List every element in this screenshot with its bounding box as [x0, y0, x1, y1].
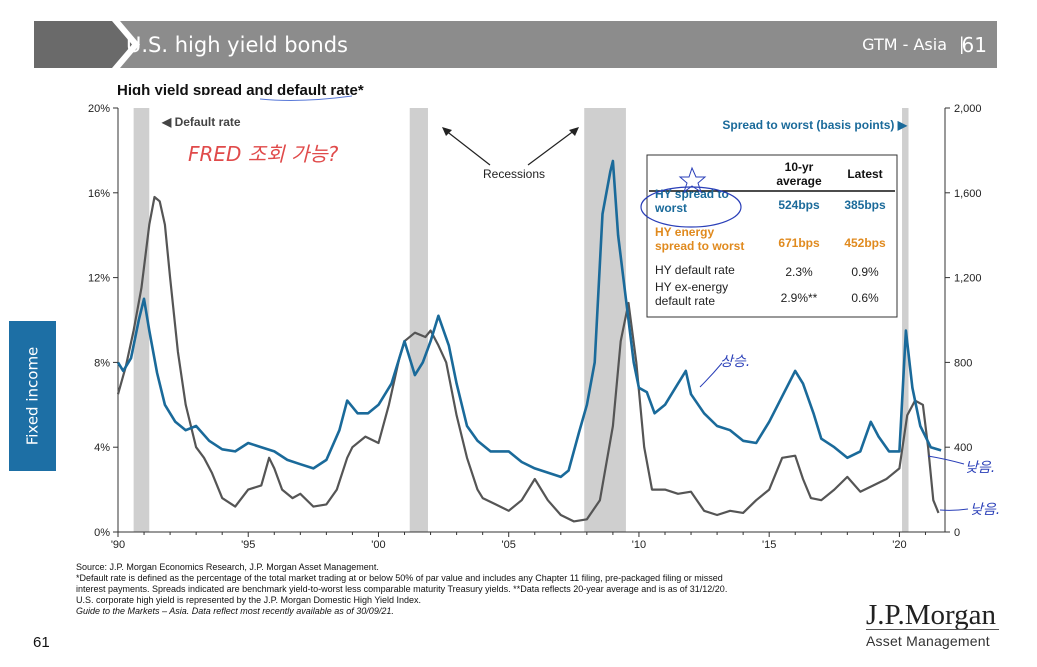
x-tick-label: '20 [892, 539, 906, 551]
table-row-avg: 524bps [778, 198, 820, 212]
recessions-arrow-right [527, 129, 576, 166]
table-row-latest: 452bps [844, 236, 886, 250]
recession-band [133, 108, 150, 532]
spread-label: Spread to worst (basis points) ▶ [722, 118, 907, 132]
source-line: Source: J.P. Morgan Economics Research, … [76, 562, 379, 572]
handwritten-note: 상승. [720, 354, 750, 370]
y-left-tick-label: 4% [94, 442, 110, 454]
table-row-avg: 2.3% [785, 265, 813, 279]
x-tick-label: '00 [371, 539, 385, 551]
table-row-avg: 2.9%** [781, 291, 818, 305]
stats-table [646, 154, 898, 318]
source-notes: Source: J.P. Morgan Economics Research, … [76, 562, 856, 617]
y-left-tick-label: 0% [94, 527, 110, 539]
x-tick-label: '10 [632, 539, 646, 551]
y-right-tick-label: 1,600 [954, 188, 982, 200]
header-page-number: 61 [961, 33, 987, 57]
handwritten-note: 낮음. [970, 502, 1000, 518]
x-tick-label: '05 [502, 539, 516, 551]
x-tick-label: '90 [111, 539, 125, 551]
recessions-arrowhead-left [442, 127, 452, 136]
handwritten-note: FRED 조회 가능? [188, 142, 339, 166]
handwritten-underline [259, 95, 353, 101]
brand-subtitle: Asset Management [866, 633, 990, 649]
y-left-tick-label: 12% [88, 273, 110, 285]
recession-band [902, 108, 909, 532]
handwritten-note: 낮음. [965, 460, 995, 476]
source-line: interest payments. Spreads indicated are… [76, 584, 728, 594]
y-right-tick-label: 0 [954, 527, 960, 539]
handwritten-stroke [927, 455, 965, 465]
table-row-avg: 671bps [778, 236, 820, 250]
x-tick-label: '95 [241, 539, 255, 551]
chart-title: High yield spread and default rate* [117, 82, 364, 99]
recessions-arrow-left [444, 129, 491, 166]
table-header-avg: 10-yr average [776, 160, 822, 188]
recessions-label: Recessions [483, 167, 545, 181]
source-line: U.S. corporate high yield is represented… [76, 595, 422, 605]
side-tab-label: Fixed income [23, 346, 42, 446]
side-tab-label-wrap: Fixed income [9, 321, 56, 471]
header-chevron [100, 21, 140, 68]
table-row-label: HY energy spread to worst [655, 225, 744, 253]
default-rate-label: ◀ Default rate [161, 115, 241, 129]
header-title: U.S. high yield bonds [126, 33, 348, 57]
series-spread-line [116, 159, 942, 479]
header-section: GTM - Asia [862, 35, 947, 54]
chart: 0% 4% 8% 12% 16% 20% 0 400 800 1,200 1,600 2,000 '90… [70, 95, 1005, 555]
table-row-label: HY spread to worst [654, 187, 729, 215]
y-right-tick-label: 800 [954, 357, 972, 369]
recession-band [584, 108, 626, 532]
y-left-tick-label: 16% [88, 188, 110, 200]
header-banner: U.S. high yield bonds GTM - Asia | 61 [34, 21, 997, 68]
y-left-tick-label: 8% [94, 357, 110, 369]
table-row-latest: 385bps [844, 198, 886, 212]
x-tick-label: '15 [762, 539, 776, 551]
footer-page-number: 61 [33, 634, 50, 651]
table-row-label: HY ex-energy default rate [655, 280, 728, 308]
series-default-rate-line [116, 195, 940, 523]
brand-divider [866, 629, 999, 630]
brand-logo: J.P.Morgan [866, 599, 996, 631]
table-header-latest: Latest [847, 167, 882, 181]
recessions-arrowhead-right [569, 127, 579, 136]
y-right-tick-label: 1,200 [954, 273, 982, 285]
table-row-label: HY default rate [655, 263, 735, 277]
y-right-tick-label: 400 [954, 442, 972, 454]
y-left-tick-label: 20% [88, 103, 110, 115]
handwritten-stroke [939, 508, 969, 511]
recession-band [409, 108, 428, 532]
header-bar [120, 21, 997, 68]
table-row-latest: 0.6% [851, 291, 879, 305]
y-right-tick-label: 2,000 [954, 103, 982, 115]
table-row-latest: 0.9% [851, 265, 879, 279]
handwritten-star-icon [678, 166, 707, 194]
header-separator: | [959, 34, 964, 54]
source-line: Guide to the Markets – Asia. Data reflec… [76, 606, 394, 616]
source-line: *Default rate is defined as the percenta… [76, 573, 723, 583]
side-tab [9, 321, 56, 471]
handwritten-stroke [699, 362, 723, 388]
